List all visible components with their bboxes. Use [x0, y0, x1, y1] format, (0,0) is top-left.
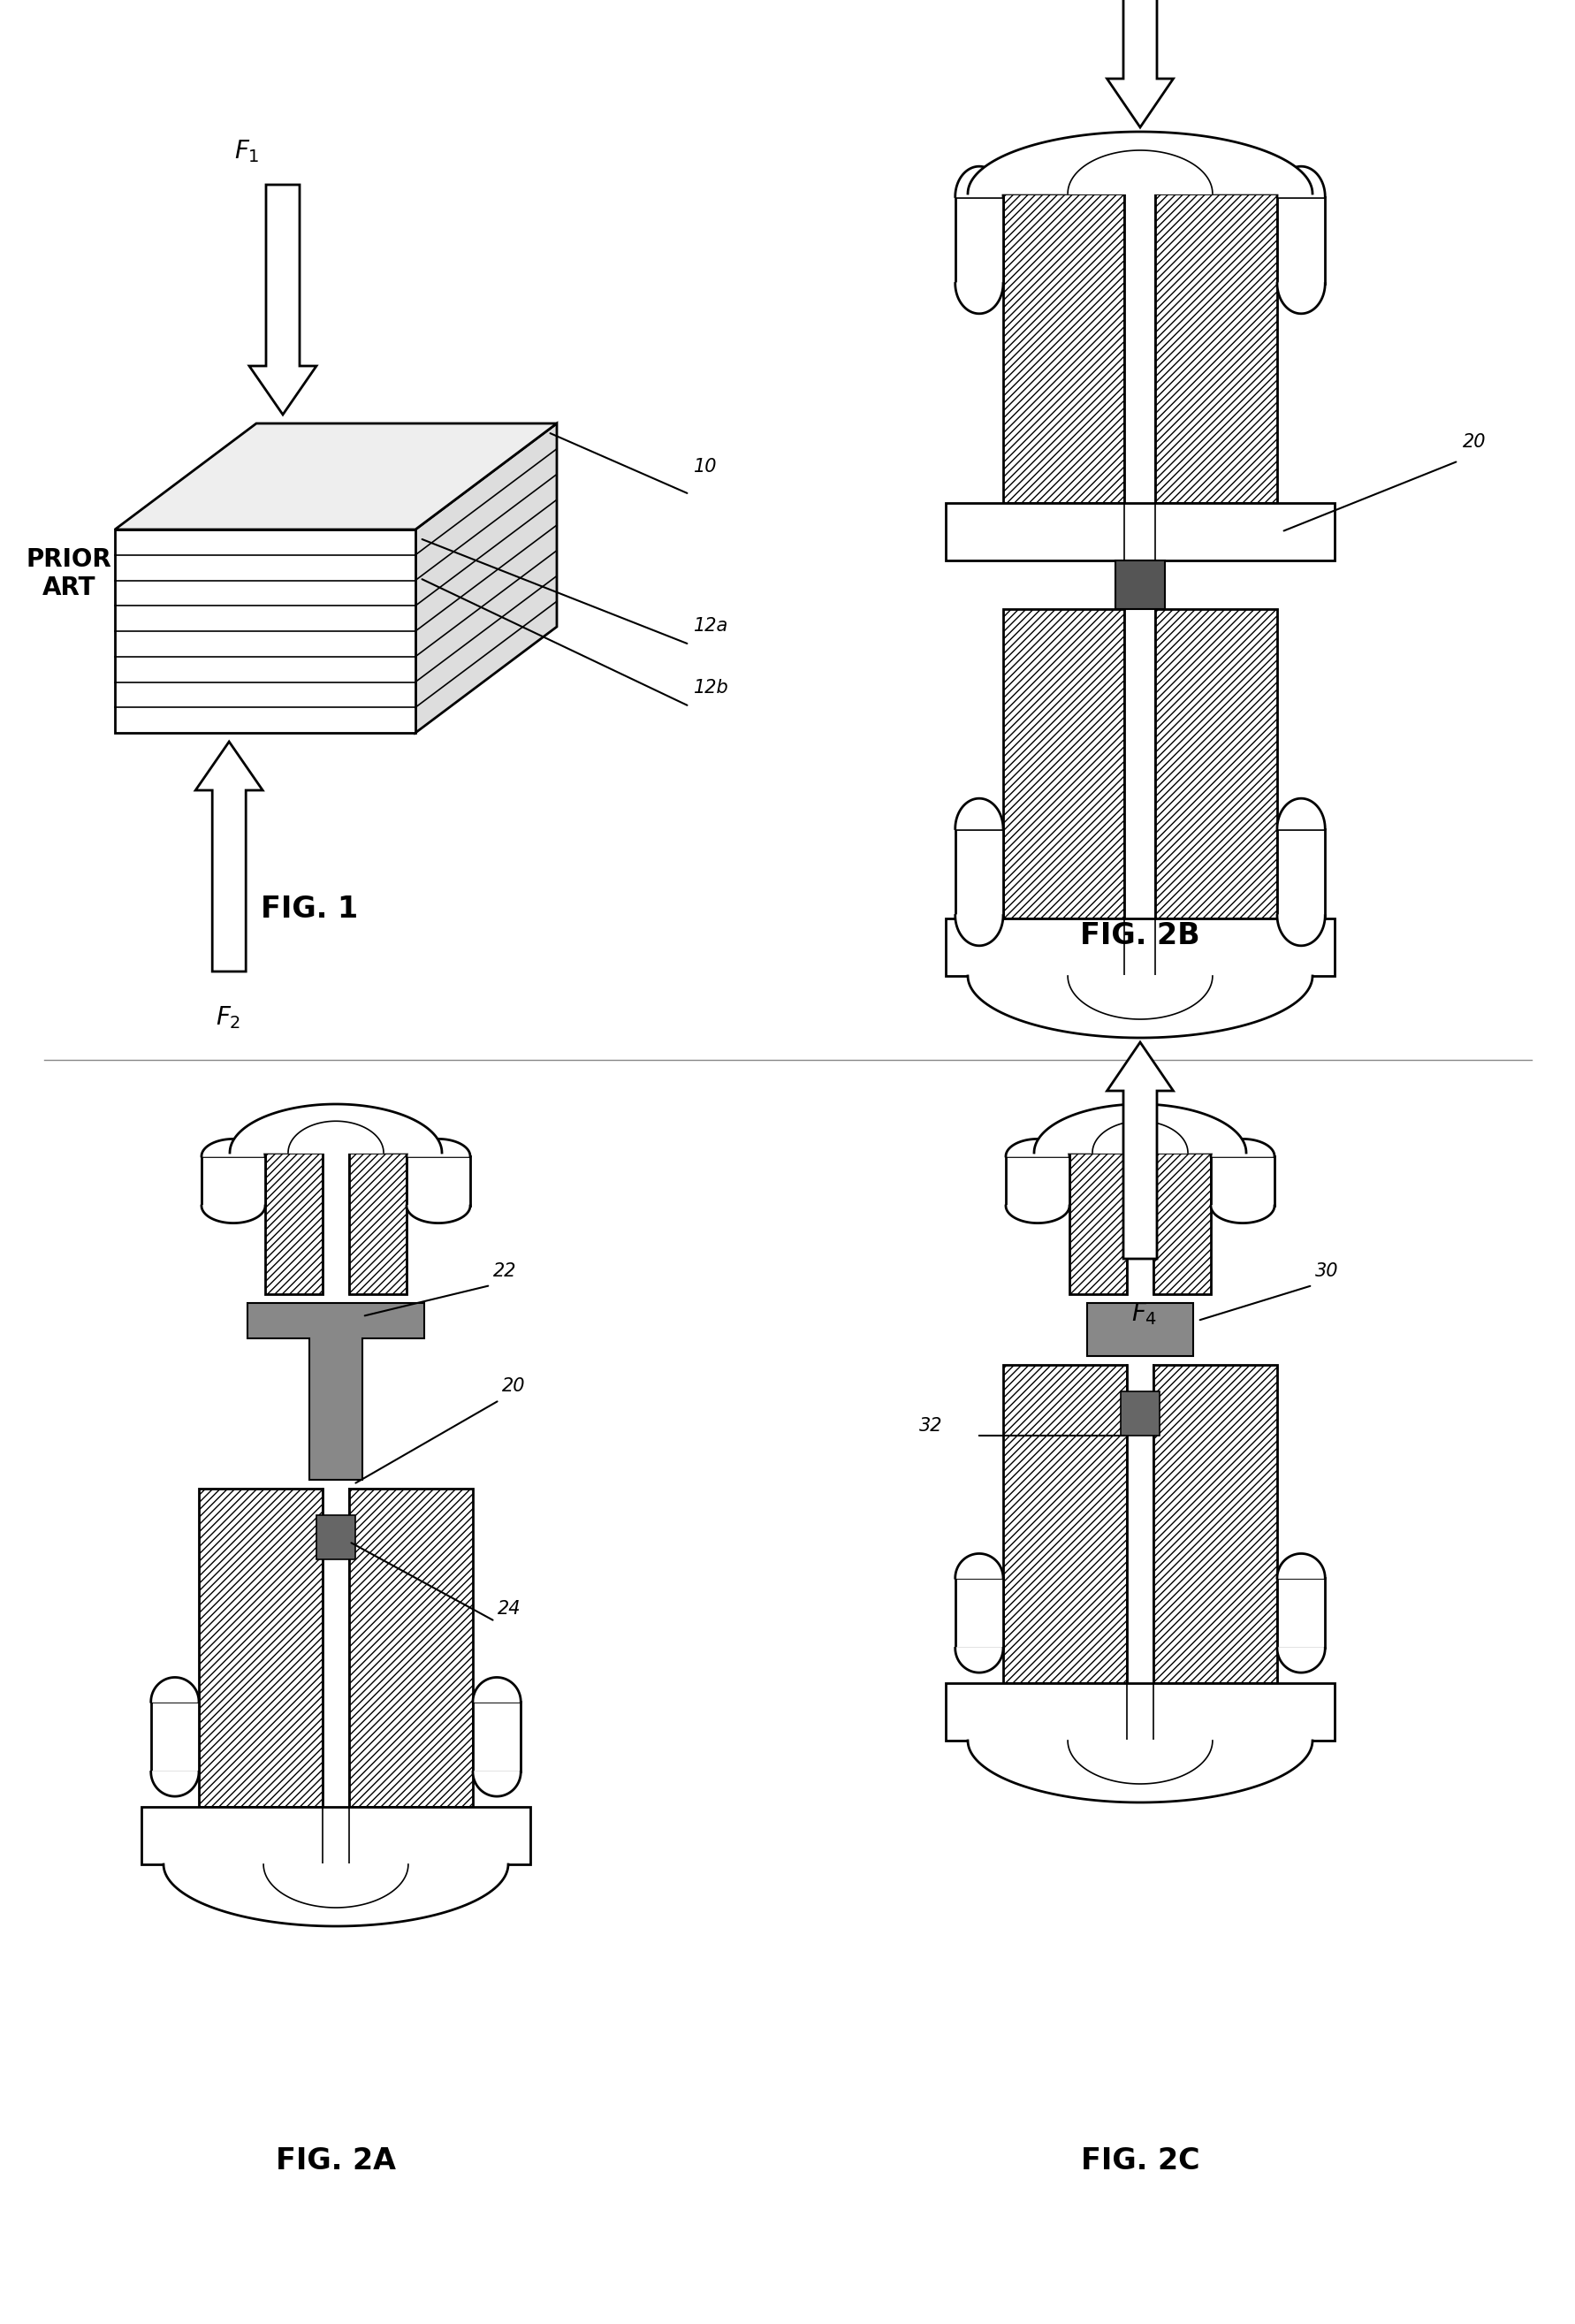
Text: 24: 24: [498, 1599, 521, 1618]
Text: 10: 10: [693, 458, 717, 476]
Polygon shape: [151, 1771, 198, 1796]
Polygon shape: [265, 1153, 323, 1294]
Polygon shape: [1068, 151, 1211, 193]
Polygon shape: [202, 1139, 265, 1157]
Polygon shape: [1003, 609, 1125, 918]
Polygon shape: [1005, 1206, 1069, 1222]
Polygon shape: [945, 502, 1334, 560]
Polygon shape: [247, 1304, 424, 1480]
Polygon shape: [954, 167, 1003, 198]
Polygon shape: [142, 1806, 531, 1864]
Polygon shape: [263, 1864, 408, 1908]
Polygon shape: [288, 1120, 383, 1153]
Polygon shape: [1087, 1304, 1192, 1355]
Text: 30: 30: [1315, 1262, 1337, 1281]
Polygon shape: [1276, 830, 1325, 916]
Polygon shape: [115, 423, 556, 530]
Polygon shape: [1003, 1364, 1126, 1683]
Text: FIG. 1: FIG. 1: [260, 895, 358, 925]
Polygon shape: [1210, 1206, 1274, 1222]
Polygon shape: [954, 1578, 1003, 1648]
Polygon shape: [195, 741, 263, 971]
Polygon shape: [1210, 1157, 1274, 1206]
Polygon shape: [1106, 0, 1173, 128]
Polygon shape: [954, 916, 1003, 946]
Polygon shape: [1154, 609, 1276, 918]
Text: 12a: 12a: [693, 618, 728, 634]
Polygon shape: [1276, 1578, 1325, 1648]
Polygon shape: [1276, 799, 1325, 830]
Polygon shape: [1276, 198, 1325, 284]
Polygon shape: [1033, 1104, 1246, 1153]
Text: 32: 32: [918, 1418, 942, 1434]
Polygon shape: [1069, 1153, 1126, 1294]
Polygon shape: [1276, 916, 1325, 946]
Polygon shape: [1210, 1139, 1274, 1157]
Text: $F_1$: $F_1$: [235, 137, 260, 165]
Polygon shape: [1068, 976, 1211, 1020]
Polygon shape: [416, 423, 556, 732]
Polygon shape: [1120, 1392, 1159, 1436]
Polygon shape: [473, 1678, 520, 1701]
Polygon shape: [967, 132, 1312, 193]
Polygon shape: [473, 1701, 520, 1771]
Text: $F_2$: $F_2$: [216, 1004, 241, 1030]
Polygon shape: [202, 1157, 265, 1206]
Polygon shape: [1115, 560, 1164, 609]
Polygon shape: [1276, 1648, 1325, 1673]
Polygon shape: [945, 918, 1334, 976]
Text: FIG. 2B: FIG. 2B: [1079, 923, 1200, 951]
Polygon shape: [249, 184, 317, 414]
Polygon shape: [317, 1515, 354, 1559]
Polygon shape: [164, 1864, 507, 1927]
Polygon shape: [1153, 1153, 1210, 1294]
Polygon shape: [202, 1206, 265, 1222]
Polygon shape: [473, 1771, 520, 1796]
Polygon shape: [954, 198, 1003, 284]
Text: PRIOR
ART: PRIOR ART: [27, 546, 112, 600]
Polygon shape: [1276, 1552, 1325, 1578]
Polygon shape: [954, 284, 1003, 314]
Polygon shape: [350, 1490, 472, 1806]
Polygon shape: [945, 1683, 1334, 1741]
Polygon shape: [1091, 1120, 1188, 1153]
Polygon shape: [406, 1206, 469, 1222]
Polygon shape: [1005, 1139, 1069, 1157]
Polygon shape: [350, 1153, 406, 1294]
Text: 20: 20: [1462, 435, 1485, 451]
Polygon shape: [406, 1157, 469, 1206]
Polygon shape: [954, 1552, 1003, 1578]
Polygon shape: [1153, 1364, 1276, 1683]
Polygon shape: [230, 1104, 441, 1153]
Polygon shape: [115, 530, 416, 732]
Polygon shape: [1068, 1741, 1211, 1785]
Polygon shape: [1106, 1041, 1173, 1260]
Polygon shape: [954, 1648, 1003, 1673]
Polygon shape: [954, 830, 1003, 916]
Polygon shape: [1003, 193, 1125, 502]
Polygon shape: [151, 1701, 198, 1771]
Polygon shape: [1005, 1157, 1069, 1206]
Text: FIG. 2A: FIG. 2A: [276, 2145, 395, 2175]
Text: 12b: 12b: [693, 679, 729, 697]
Polygon shape: [967, 976, 1312, 1039]
Polygon shape: [198, 1490, 323, 1806]
Text: 20: 20: [502, 1378, 524, 1394]
Polygon shape: [954, 799, 1003, 830]
Polygon shape: [1276, 167, 1325, 198]
Text: $F_4$: $F_4$: [1131, 1301, 1156, 1327]
Text: FIG. 2C: FIG. 2C: [1080, 2145, 1199, 2175]
Polygon shape: [1154, 193, 1276, 502]
Polygon shape: [151, 1678, 198, 1701]
Text: 22: 22: [493, 1262, 517, 1281]
Polygon shape: [1276, 284, 1325, 314]
Polygon shape: [406, 1139, 469, 1157]
Polygon shape: [967, 1741, 1312, 1803]
